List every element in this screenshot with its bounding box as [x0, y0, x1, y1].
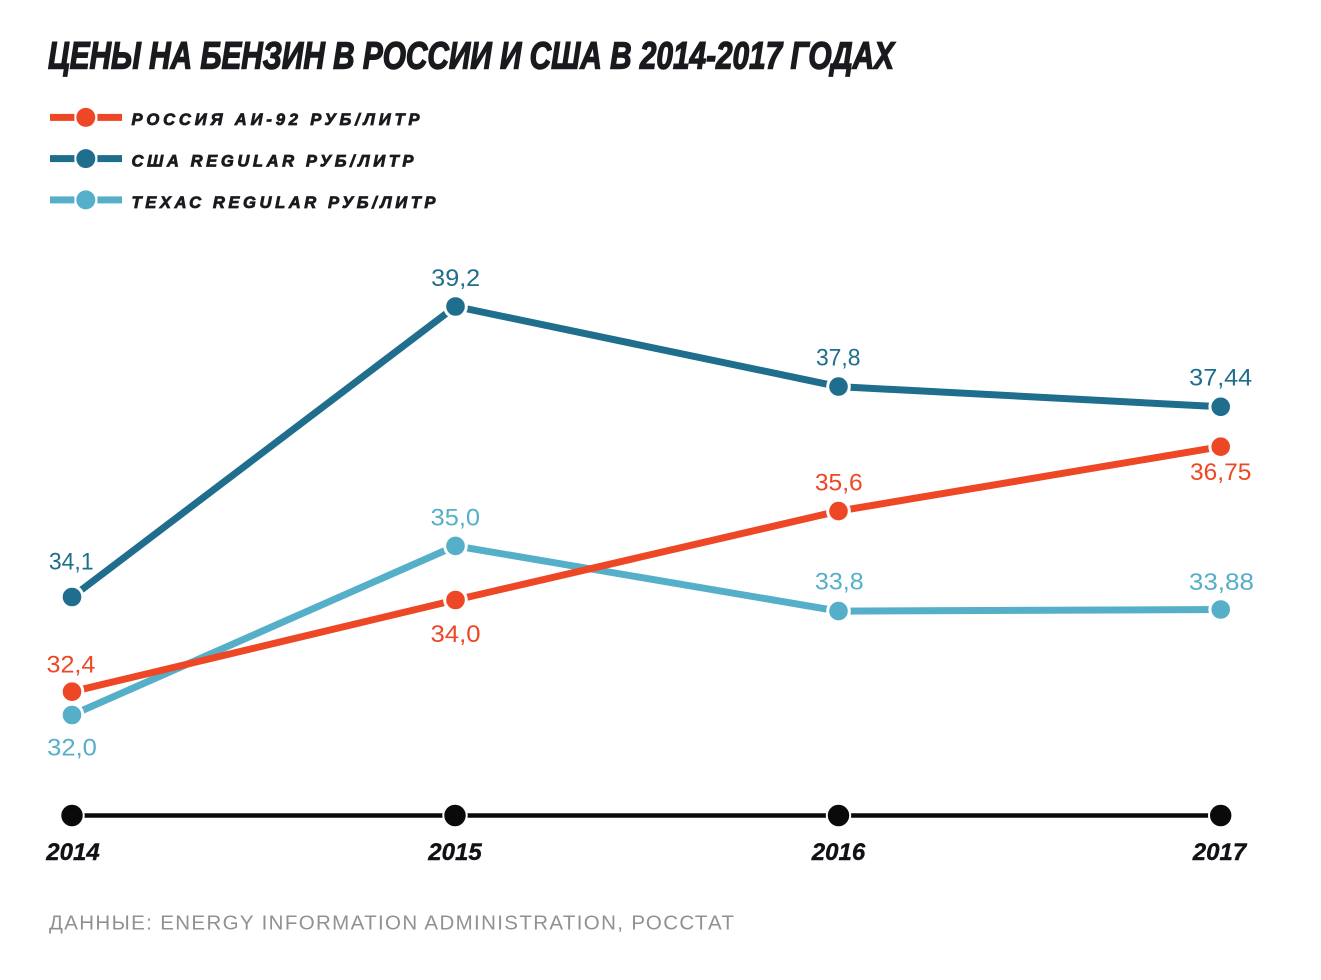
svg-text:35,6: 35,6	[815, 469, 863, 496]
svg-text:33,88: 33,88	[1189, 569, 1254, 596]
svg-text:США REGULAR РУБ/ЛИТР: США REGULAR РУБ/ЛИТР	[132, 152, 415, 171]
svg-text:37,44: 37,44	[1189, 364, 1252, 391]
svg-text:2015: 2015	[427, 839, 482, 866]
svg-text:2016: 2016	[811, 839, 866, 866]
svg-text:36,75: 36,75	[1190, 459, 1251, 486]
svg-text:34,0: 34,0	[431, 621, 481, 648]
svg-text:2017: 2017	[1192, 839, 1248, 866]
svg-text:32,0: 32,0	[47, 734, 97, 761]
svg-text:ТЕХАС REGULAR РУБ/ЛИТР: ТЕХАС REGULAR РУБ/ЛИТР	[132, 193, 437, 212]
svg-text:33,8: 33,8	[815, 569, 864, 596]
svg-text:ДАННЫЕ: ENERGY INFORMATION ADM: ДАННЫЕ: ENERGY INFORMATION ADMINISTRATIO…	[49, 912, 734, 935]
svg-text:РОССИЯ АИ-92 РУБ/ЛИТР: РОССИЯ АИ-92 РУБ/ЛИТР	[132, 110, 421, 129]
svg-text:ЦЕНЫ НА БЕНЗИН В РОССИИ И США: ЦЕНЫ НА БЕНЗИН В РОССИИ И США В 2014-201…	[48, 36, 896, 78]
svg-text:2014: 2014	[45, 839, 99, 866]
svg-text:34,1: 34,1	[49, 549, 94, 576]
svg-text:35,0: 35,0	[431, 505, 481, 532]
svg-text:32,4: 32,4	[47, 651, 96, 678]
svg-text:39,2: 39,2	[431, 265, 480, 292]
svg-text:37,8: 37,8	[816, 344, 861, 371]
